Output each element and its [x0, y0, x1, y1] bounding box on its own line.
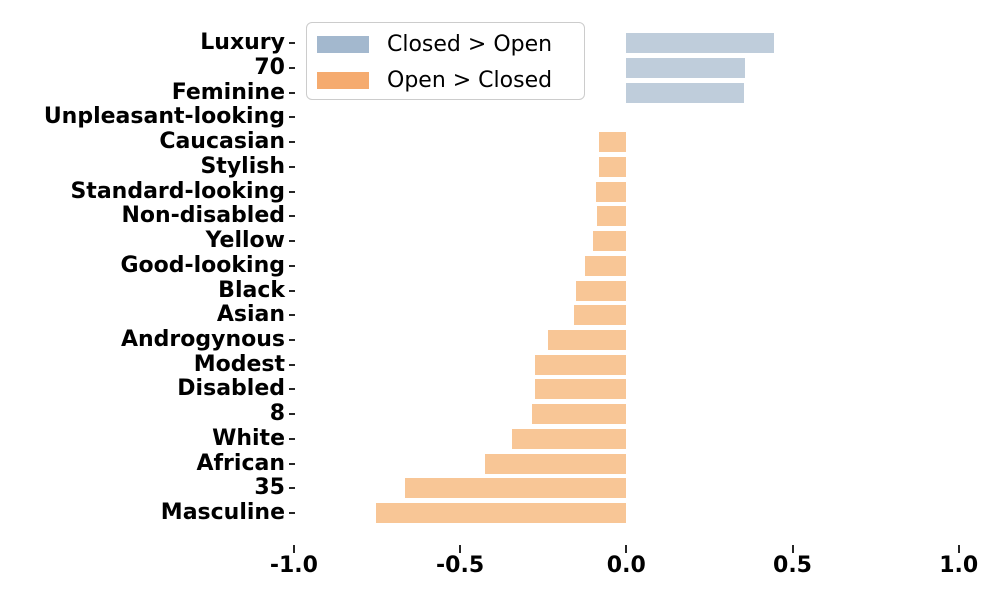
y-axis-tick-70 — [289, 67, 295, 70]
y-axis-tick-stylish — [289, 165, 295, 168]
y-axis-label-disabled: Disabled — [177, 376, 285, 402]
y-axis-tick-good-looking — [289, 264, 295, 267]
y-axis-label-black: Black — [218, 277, 285, 303]
y-axis-label-non-disabled: Non-disabled — [121, 203, 285, 229]
bar-black — [575, 280, 627, 301]
bar-modest — [534, 354, 627, 375]
y-axis-label-70: 70 — [254, 55, 285, 81]
x-axis-tick-label--0-5: -0.5 — [436, 553, 485, 578]
y-axis-label-standard-looking: Standard-looking — [70, 178, 285, 204]
bar-disabled — [534, 379, 627, 400]
legend-item-closed-gt-open: Closed > Open — [317, 26, 584, 62]
x-axis-tick-0-0 — [625, 545, 628, 553]
bar-masculine — [376, 502, 627, 523]
y-axis-label-yellow: Yellow — [205, 228, 285, 254]
bar-feminine — [626, 82, 745, 103]
y-axis-tick-white — [289, 437, 295, 440]
y-axis-label-african: African — [196, 450, 285, 476]
bar-standard-looking — [595, 181, 627, 202]
y-axis-tick-non-disabled — [289, 215, 295, 218]
legend-label-open-gt-closed: Open > Closed — [387, 67, 553, 93]
y-axis-label-good-looking: Good-looking — [120, 252, 285, 278]
bar-african — [485, 453, 627, 474]
legend-label-closed-gt-open: Closed > Open — [387, 31, 553, 57]
y-axis-label-35: 35 — [254, 475, 285, 501]
bar-non-disabled — [596, 206, 627, 227]
y-axis-tick-masculine — [289, 511, 295, 514]
bar-8 — [531, 404, 627, 425]
y-axis-label-asian: Asian — [216, 302, 285, 328]
x-axis-tick-label-1-0: 1.0 — [939, 553, 979, 578]
y-axis-label-stylish: Stylish — [200, 153, 285, 179]
y-axis-label-modest: Modest — [193, 351, 285, 377]
legend-item-open-gt-closed: Open > Closed — [317, 62, 584, 98]
y-axis-tick-androgynous — [289, 338, 295, 341]
bar-androgynous — [548, 329, 627, 350]
bar-stylish — [598, 156, 627, 177]
y-axis-tick-unpleasant-looking — [289, 116, 295, 119]
y-axis-tick-8 — [289, 413, 295, 416]
bar-luxury — [626, 33, 775, 54]
bar-asian — [574, 305, 627, 326]
y-axis-tick-35 — [289, 487, 295, 490]
legend-swatch-open-gt-closed — [317, 71, 369, 89]
x-axis-tick-0-5 — [791, 545, 794, 553]
x-axis-tick--0-5 — [459, 545, 462, 553]
x-axis-tick-label-0-0: 0.0 — [606, 553, 646, 578]
x-axis-tick--1-0 — [292, 545, 295, 553]
y-axis-label-unpleasant-looking: Unpleasant-looking — [43, 104, 285, 130]
y-axis-tick-luxury — [289, 42, 295, 45]
y-axis-tick-feminine — [289, 91, 295, 94]
y-axis-tick-caucasian — [289, 141, 295, 144]
x-axis-tick-label-0-5: 0.5 — [773, 553, 812, 578]
bar-yellow — [592, 231, 627, 252]
y-axis-label-androgynous: Androgynous — [120, 326, 285, 352]
y-axis-label-masculine: Masculine — [160, 499, 285, 525]
bar-70 — [626, 58, 746, 79]
legend-swatch-closed-gt-open — [317, 35, 369, 53]
y-axis-tick-disabled — [289, 388, 295, 391]
y-axis-tick-modest — [289, 363, 295, 366]
y-axis-tick-african — [289, 462, 295, 465]
y-axis-label-caucasian: Caucasian — [159, 129, 285, 155]
x-axis-tick-label--1-0: -1.0 — [269, 553, 318, 578]
y-axis-label-white: White — [212, 425, 285, 451]
bar-good-looking — [585, 255, 627, 276]
y-axis-tick-black — [289, 289, 295, 292]
y-axis-label-feminine: Feminine — [171, 79, 285, 105]
y-axis-label-8: 8 — [269, 401, 285, 427]
x-axis-tick-1-0 — [957, 545, 960, 553]
bar-35 — [404, 478, 627, 499]
y-axis-label-luxury: Luxury — [200, 30, 285, 56]
legend: Closed > Open Open > Closed — [306, 22, 585, 100]
y-axis-tick-asian — [289, 314, 295, 317]
y-axis-tick-yellow — [289, 240, 295, 243]
bar-white — [511, 428, 627, 449]
bar-caucasian — [598, 132, 627, 153]
y-axis-tick-standard-looking — [289, 190, 295, 193]
